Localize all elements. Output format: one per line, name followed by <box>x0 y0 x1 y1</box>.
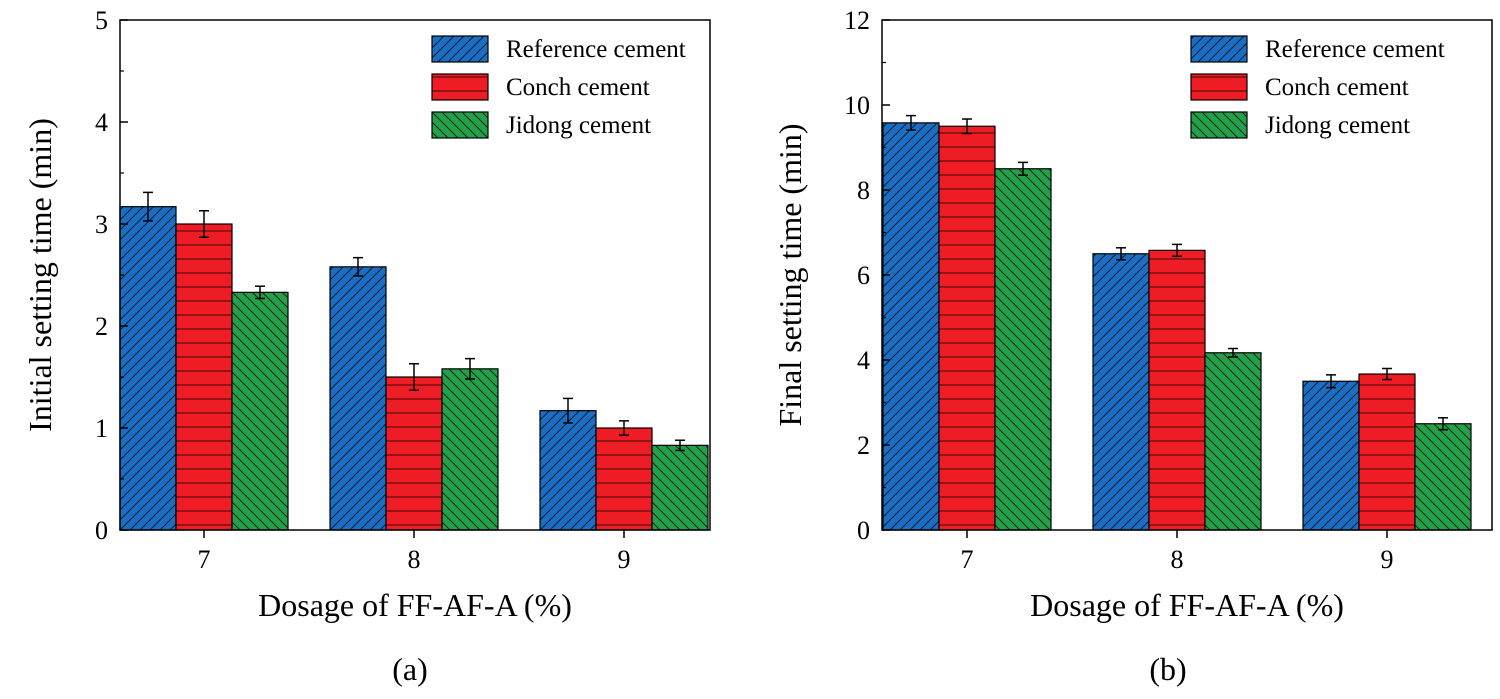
error-bar-jidong-7 <box>1018 161 1028 176</box>
bar-conch-8 <box>1148 249 1206 531</box>
error-bar-conch-8 <box>1172 243 1182 258</box>
legend-label-jidong: Jidong cement <box>1265 112 1410 139</box>
error-bar-reference-9 <box>1326 374 1336 389</box>
x-tick-label: 7 <box>198 545 211 574</box>
error-bar-conch-8 <box>409 362 419 392</box>
legend-swatch-jidong <box>431 111 489 139</box>
y-tick-label: 2 <box>857 431 870 460</box>
legend-swatch-conch <box>431 73 489 101</box>
bar-jidong-8 <box>441 368 499 531</box>
legend-label-conch: Conch cement <box>1265 74 1409 101</box>
panel-label: (a) <box>392 651 428 687</box>
error-bar-reference-8 <box>353 256 363 277</box>
y-tick-label: 1 <box>95 414 108 443</box>
y-tick-label: 0 <box>857 516 870 545</box>
legend: Reference cement Conch cement Jidong cemen… <box>431 35 686 139</box>
legend: Reference cement Conch cement Jidong cemen… <box>1190 35 1445 139</box>
legend-label-reference: Reference cement <box>1265 36 1445 63</box>
y-tick-label: 0 <box>95 516 108 545</box>
bar-jidong-9 <box>1414 423 1472 531</box>
error-bar-jidong-8 <box>465 357 475 380</box>
bar-reference-9 <box>539 410 597 531</box>
y-tick-label: 8 <box>857 176 870 205</box>
x-axis-title: Dosage of FF-AF-A (%) <box>258 587 572 623</box>
legend-swatch-reference <box>1190 35 1248 63</box>
bar-jidong-7 <box>994 168 1052 531</box>
legend-label-jidong: Jidong cement <box>506 112 651 139</box>
error-bar-reference-8 <box>1116 247 1126 261</box>
error-bar-conch-9 <box>1382 367 1392 381</box>
chart-panel-a: 0 1 2 3 4 5 7 8 9 Dosage of FF-AF-A (%) Initial se… <box>22 6 711 687</box>
error-bar-reference-7 <box>143 191 153 222</box>
error-bar-jidong-9 <box>675 439 685 452</box>
bar-conch-7 <box>175 223 233 531</box>
bar-reference-8 <box>1092 253 1150 531</box>
error-bar-jidong-9 <box>1438 417 1448 431</box>
y-tick-label: 12 <box>844 6 870 35</box>
error-bar-conch-7 <box>199 209 209 239</box>
y-tick-label: 2 <box>95 312 108 341</box>
x-tick-label: 7 <box>961 545 974 574</box>
bar-reference-7 <box>882 122 940 531</box>
error-bar-jidong-8 <box>1228 347 1238 358</box>
bar-reference-7 <box>119 206 177 531</box>
bar-conch-7 <box>938 125 996 531</box>
bar-conch-9 <box>595 427 653 531</box>
x-tick-label: 9 <box>1381 545 1394 574</box>
bar-jidong-8 <box>1204 352 1262 531</box>
x-tick-label: 8 <box>1171 545 1184 574</box>
legend-label-conch: Conch cement <box>506 74 650 101</box>
bar-reference-8 <box>329 266 387 531</box>
bar-jidong-7 <box>231 291 289 531</box>
bar-reference-9 <box>1302 380 1360 531</box>
y-axis-title: Initial setting time (min) <box>22 118 58 432</box>
x-tick-label: 9 <box>618 545 631 574</box>
y-axis-title: Final setting time (min) <box>772 123 808 426</box>
error-bar-jidong-7 <box>255 285 265 300</box>
y-tick-label: 5 <box>95 6 108 35</box>
y-tick-label: 4 <box>857 346 870 375</box>
x-tick-label: 8 <box>408 545 421 574</box>
error-bar-reference-9 <box>563 397 573 424</box>
legend-swatch-conch <box>1190 73 1248 101</box>
panel-label: (b) <box>1149 651 1186 687</box>
legend-swatch-reference <box>431 35 489 63</box>
legend-swatch-jidong <box>1190 111 1248 139</box>
error-bar-conch-7 <box>962 118 972 135</box>
y-tick-label: 6 <box>857 261 870 290</box>
bar-jidong-9 <box>651 444 709 531</box>
bar-conch-8 <box>385 376 443 531</box>
y-tick-label: 4 <box>95 108 108 137</box>
legend-label-reference: Reference cement <box>506 36 686 63</box>
x-axis-title: Dosage of FF-AF-A (%) <box>1030 587 1344 623</box>
chart-panel-b: 0 2 4 6 8 10 12 7 8 9 Dosage of FF-AF-A (%) Final s… <box>772 6 1493 687</box>
error-bar-conch-9 <box>619 420 629 436</box>
bar-conch-9 <box>1358 373 1416 531</box>
y-tick-label: 3 <box>95 210 108 239</box>
y-tick-label: 10 <box>844 91 870 120</box>
error-bar-reference-7 <box>906 114 916 131</box>
